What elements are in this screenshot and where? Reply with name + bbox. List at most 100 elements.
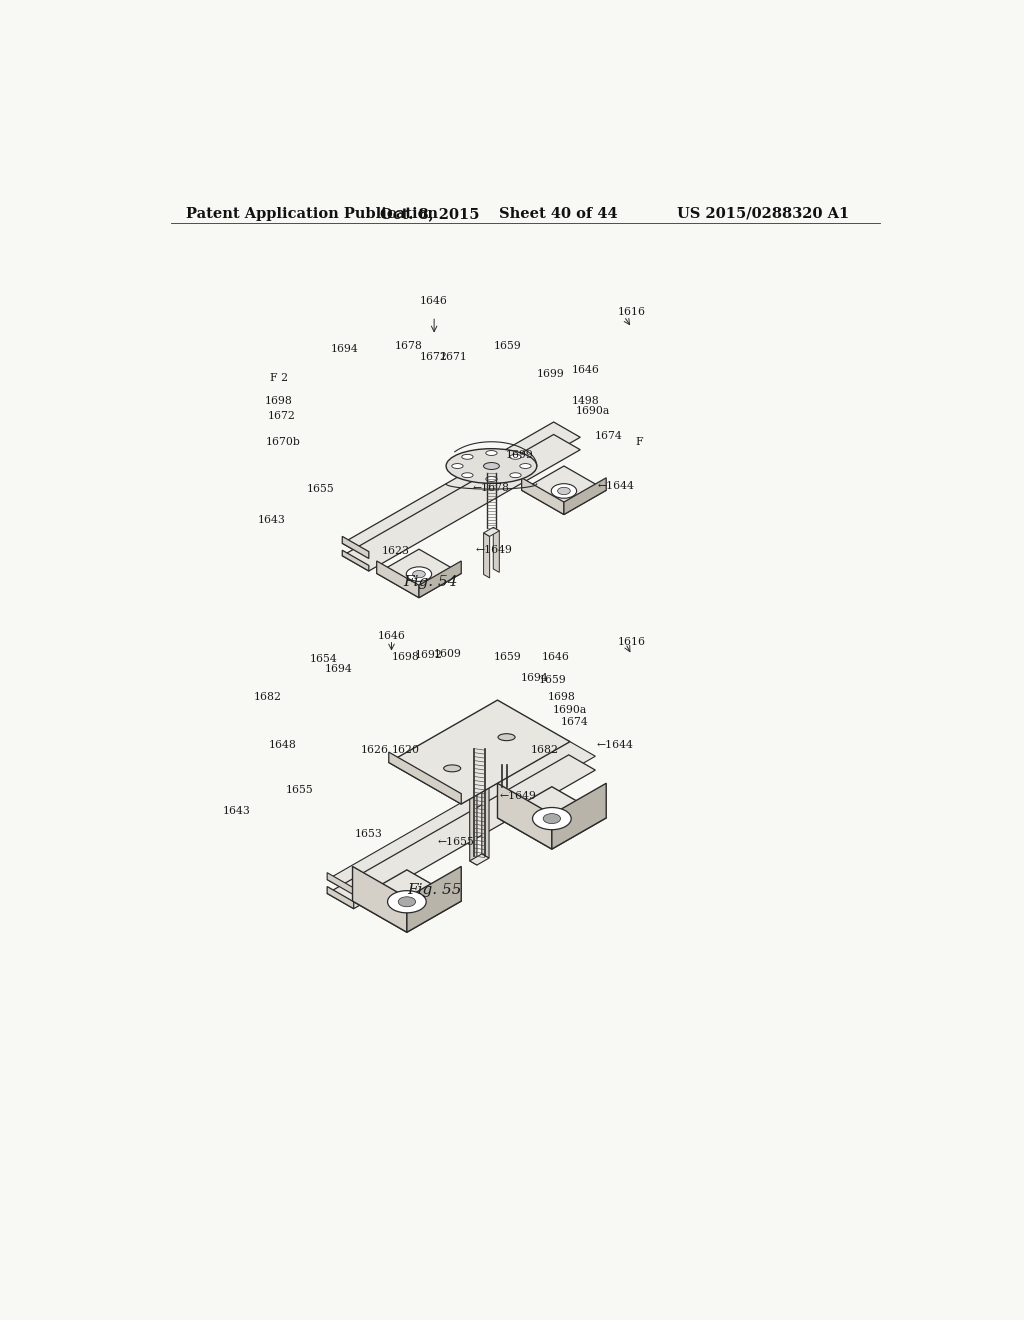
Text: 1659: 1659 (539, 676, 566, 685)
Text: 1699: 1699 (506, 450, 534, 459)
Polygon shape (342, 422, 581, 558)
Text: 1674: 1674 (560, 717, 588, 727)
Polygon shape (498, 787, 606, 849)
Polygon shape (470, 854, 489, 865)
Text: 1646: 1646 (378, 631, 406, 640)
Polygon shape (327, 887, 353, 908)
Ellipse shape (398, 896, 416, 907)
Text: 1655: 1655 (306, 484, 334, 495)
Ellipse shape (498, 734, 515, 741)
Text: US 2015/0288320 A1: US 2015/0288320 A1 (677, 207, 850, 220)
Text: 1699: 1699 (537, 370, 564, 379)
Text: Fig. 54: Fig. 54 (403, 576, 458, 589)
Ellipse shape (443, 764, 461, 772)
Polygon shape (498, 783, 552, 849)
Text: 1670b: 1670b (265, 437, 300, 446)
Text: ←1644: ←1644 (598, 480, 635, 491)
Ellipse shape (520, 463, 531, 469)
Polygon shape (389, 700, 570, 804)
Polygon shape (377, 549, 461, 598)
Polygon shape (342, 536, 369, 558)
Text: 1643: 1643 (222, 807, 251, 816)
Text: Sheet 40 of 44: Sheet 40 of 44 (499, 207, 617, 220)
Text: 1671: 1671 (439, 352, 467, 362)
Text: 1678: 1678 (394, 341, 423, 351)
Polygon shape (483, 533, 489, 578)
Polygon shape (389, 752, 461, 804)
Text: 1643: 1643 (257, 515, 286, 525)
Text: 1646: 1646 (420, 296, 449, 306)
Text: Fig. 55: Fig. 55 (407, 883, 462, 896)
Ellipse shape (446, 449, 537, 483)
Polygon shape (327, 755, 595, 908)
Polygon shape (419, 561, 461, 598)
Polygon shape (481, 750, 489, 858)
Ellipse shape (483, 462, 500, 470)
Ellipse shape (532, 808, 571, 830)
Polygon shape (407, 866, 461, 932)
Text: 1690a: 1690a (553, 705, 587, 714)
Text: 1694: 1694 (331, 345, 358, 354)
Text: 1692: 1692 (415, 649, 442, 660)
Text: Oct. 8, 2015: Oct. 8, 2015 (381, 207, 480, 220)
Text: 1674: 1674 (595, 430, 623, 441)
Text: F: F (636, 437, 643, 446)
Text: 1698: 1698 (265, 396, 293, 407)
Text: ←1644: ←1644 (596, 741, 633, 750)
Text: 1646: 1646 (571, 366, 599, 375)
Polygon shape (352, 866, 407, 932)
Ellipse shape (558, 487, 570, 495)
Text: 1659: 1659 (494, 652, 521, 663)
Text: ←1655: ←1655 (437, 837, 474, 847)
Text: 1659: 1659 (494, 341, 521, 351)
Polygon shape (342, 434, 581, 572)
Ellipse shape (462, 454, 473, 459)
Ellipse shape (510, 473, 521, 478)
Ellipse shape (551, 483, 577, 498)
Polygon shape (483, 528, 500, 536)
Text: 1682: 1682 (531, 744, 559, 755)
Ellipse shape (485, 477, 497, 482)
Text: ←1649: ←1649 (500, 791, 537, 801)
Text: 1698: 1698 (391, 652, 420, 663)
Text: 1648: 1648 (269, 741, 297, 750)
Polygon shape (377, 561, 419, 598)
Text: 1646: 1646 (542, 652, 569, 663)
Polygon shape (521, 466, 606, 515)
Ellipse shape (413, 570, 425, 578)
Polygon shape (564, 478, 606, 515)
Polygon shape (327, 741, 595, 895)
Text: 1623: 1623 (381, 546, 410, 556)
Polygon shape (552, 783, 606, 849)
Ellipse shape (452, 463, 463, 469)
Polygon shape (494, 528, 500, 573)
Polygon shape (342, 550, 369, 572)
Text: Patent Application Publication: Patent Application Publication (186, 207, 438, 220)
Text: 1620: 1620 (391, 744, 420, 755)
Text: 1690a: 1690a (575, 407, 610, 416)
Text: 1498: 1498 (571, 396, 599, 407)
Text: ←1649: ←1649 (475, 545, 512, 554)
Text: 1682: 1682 (254, 693, 282, 702)
Text: 1654: 1654 (309, 653, 337, 664)
Text: 1698: 1698 (548, 693, 575, 702)
Ellipse shape (462, 473, 473, 478)
Polygon shape (470, 756, 477, 865)
Text: F 2: F 2 (270, 372, 288, 383)
Text: 1694: 1694 (325, 664, 352, 675)
Ellipse shape (485, 450, 497, 455)
Polygon shape (521, 478, 564, 515)
Ellipse shape (387, 891, 426, 913)
Text: 1616: 1616 (617, 638, 646, 647)
Text: 1626: 1626 (360, 744, 388, 755)
Text: 1672: 1672 (267, 412, 295, 421)
Polygon shape (352, 870, 461, 932)
Text: 1672: 1672 (420, 352, 449, 362)
Ellipse shape (510, 454, 521, 459)
Ellipse shape (543, 813, 560, 824)
Text: 1616: 1616 (617, 308, 646, 317)
Text: ←1678: ←1678 (472, 483, 509, 492)
Polygon shape (327, 873, 353, 895)
Ellipse shape (407, 566, 432, 581)
Text: 1609: 1609 (433, 649, 461, 659)
